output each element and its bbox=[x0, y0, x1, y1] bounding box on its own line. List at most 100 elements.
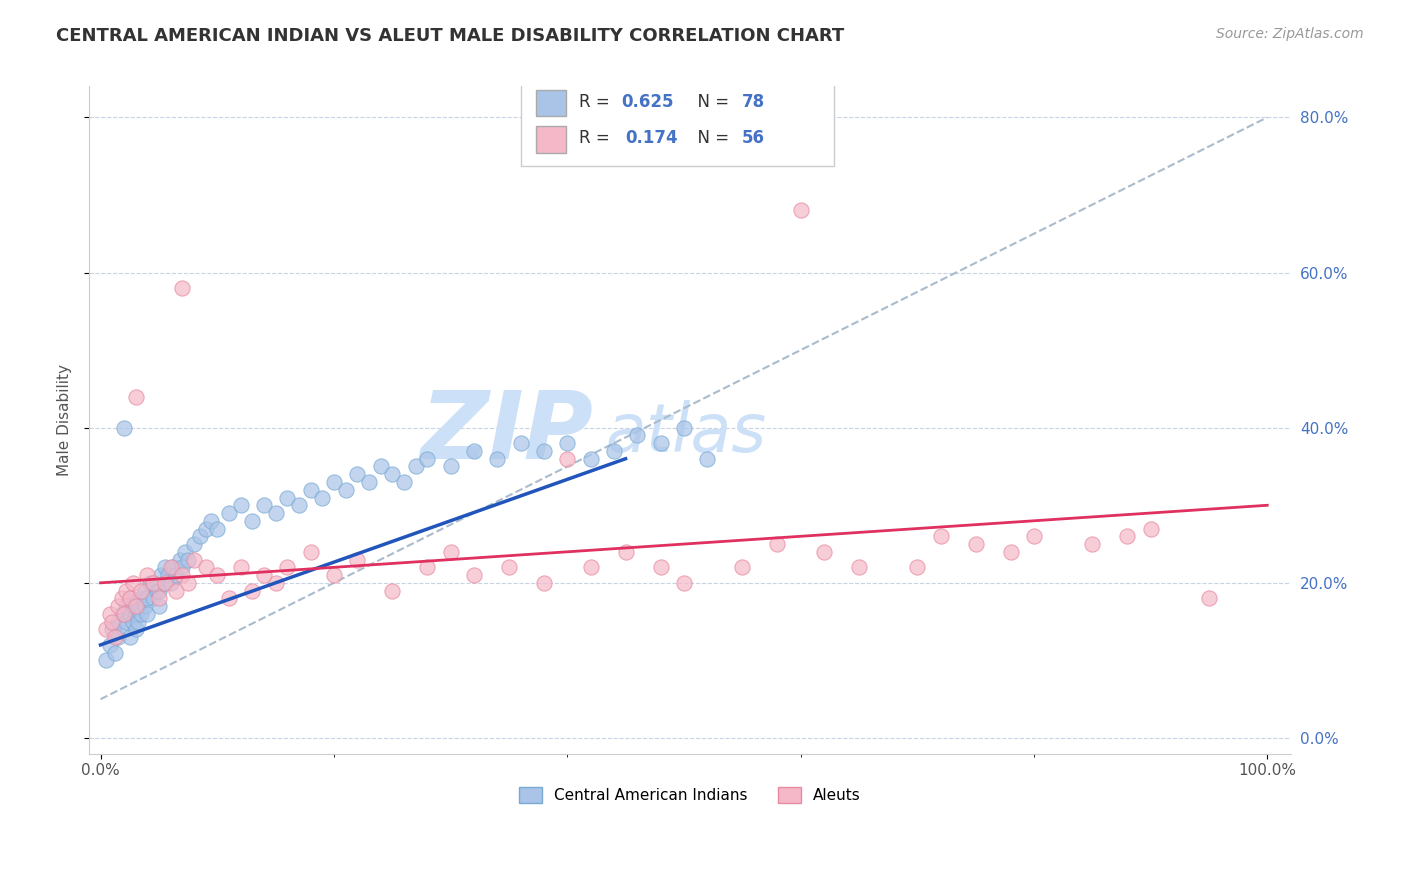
Point bbox=[177, 552, 200, 566]
Point bbox=[107, 630, 129, 644]
Point bbox=[110, 591, 132, 606]
Point bbox=[136, 591, 159, 606]
Point bbox=[107, 615, 129, 629]
Point bbox=[813, 545, 835, 559]
Point bbox=[136, 607, 159, 621]
Point bbox=[183, 552, 205, 566]
Point bbox=[276, 491, 298, 505]
Point bbox=[127, 599, 149, 614]
Point bbox=[131, 607, 153, 621]
Point bbox=[253, 568, 276, 582]
Point bbox=[118, 591, 141, 606]
Bar bbox=[536, 90, 567, 116]
Point bbox=[112, 607, 135, 621]
Point bbox=[264, 575, 287, 590]
Point bbox=[118, 591, 141, 606]
Point bbox=[118, 630, 141, 644]
Point bbox=[1116, 529, 1139, 543]
Point bbox=[463, 568, 485, 582]
Point bbox=[103, 630, 125, 644]
Point bbox=[177, 575, 200, 590]
Point bbox=[142, 591, 165, 606]
Point bbox=[153, 575, 176, 590]
Point bbox=[169, 552, 191, 566]
Point bbox=[115, 583, 138, 598]
Point bbox=[905, 560, 928, 574]
Point bbox=[218, 591, 240, 606]
Point bbox=[229, 560, 252, 574]
Text: N =: N = bbox=[688, 129, 735, 147]
Text: N =: N = bbox=[688, 93, 735, 111]
Point bbox=[173, 545, 195, 559]
Point bbox=[122, 599, 145, 614]
Point bbox=[696, 451, 718, 466]
Point bbox=[124, 599, 146, 614]
Point bbox=[159, 575, 181, 590]
Point bbox=[405, 459, 427, 474]
Point bbox=[142, 575, 165, 590]
Point bbox=[650, 436, 672, 450]
Text: 56: 56 bbox=[741, 129, 765, 147]
Point bbox=[392, 475, 415, 489]
Point bbox=[98, 607, 121, 621]
Point bbox=[288, 498, 311, 512]
Point bbox=[157, 568, 180, 582]
Point bbox=[416, 560, 439, 574]
Point bbox=[335, 483, 357, 497]
Point bbox=[672, 575, 695, 590]
Point bbox=[142, 575, 165, 590]
Point bbox=[381, 583, 404, 598]
Point bbox=[311, 491, 333, 505]
Point bbox=[579, 560, 602, 574]
Point bbox=[1081, 537, 1104, 551]
Point bbox=[626, 428, 648, 442]
Point bbox=[555, 436, 578, 450]
Text: atlas: atlas bbox=[606, 401, 766, 467]
Point bbox=[96, 623, 118, 637]
Point bbox=[122, 575, 145, 590]
Y-axis label: Male Disability: Male Disability bbox=[58, 364, 72, 476]
Point bbox=[122, 615, 145, 629]
Text: Source: ZipAtlas.com: Source: ZipAtlas.com bbox=[1216, 27, 1364, 41]
Point bbox=[614, 545, 637, 559]
Point bbox=[118, 607, 141, 621]
Point bbox=[110, 607, 132, 621]
Point bbox=[103, 646, 125, 660]
Point bbox=[1139, 522, 1161, 536]
Point bbox=[115, 599, 138, 614]
Text: 0.625: 0.625 bbox=[621, 93, 673, 111]
Point bbox=[603, 444, 626, 458]
Point bbox=[124, 390, 146, 404]
Point bbox=[134, 599, 156, 614]
Point bbox=[240, 583, 263, 598]
Point bbox=[1198, 591, 1220, 606]
Point bbox=[1022, 529, 1045, 543]
Point bbox=[322, 475, 344, 489]
Point bbox=[115, 615, 138, 629]
Point bbox=[162, 560, 184, 574]
Point bbox=[416, 451, 439, 466]
Point bbox=[533, 575, 555, 590]
Point bbox=[463, 444, 485, 458]
Point bbox=[134, 583, 156, 598]
Point bbox=[205, 522, 228, 536]
Point bbox=[240, 514, 263, 528]
Text: CENTRAL AMERICAN INDIAN VS ALEUT MALE DISABILITY CORRELATION CHART: CENTRAL AMERICAN INDIAN VS ALEUT MALE DI… bbox=[56, 27, 845, 45]
Point bbox=[188, 529, 211, 543]
Text: R =: R = bbox=[579, 129, 620, 147]
Point bbox=[172, 560, 194, 574]
Point bbox=[253, 498, 276, 512]
Point bbox=[136, 568, 159, 582]
Point bbox=[112, 607, 135, 621]
Point bbox=[194, 522, 217, 536]
Point bbox=[439, 459, 461, 474]
Point bbox=[965, 537, 987, 551]
Point bbox=[98, 638, 121, 652]
Point bbox=[159, 560, 181, 574]
Point bbox=[101, 623, 124, 637]
Point bbox=[165, 583, 187, 598]
Point bbox=[1000, 545, 1022, 559]
Point bbox=[107, 599, 129, 614]
Point bbox=[766, 537, 789, 551]
Point bbox=[112, 420, 135, 434]
